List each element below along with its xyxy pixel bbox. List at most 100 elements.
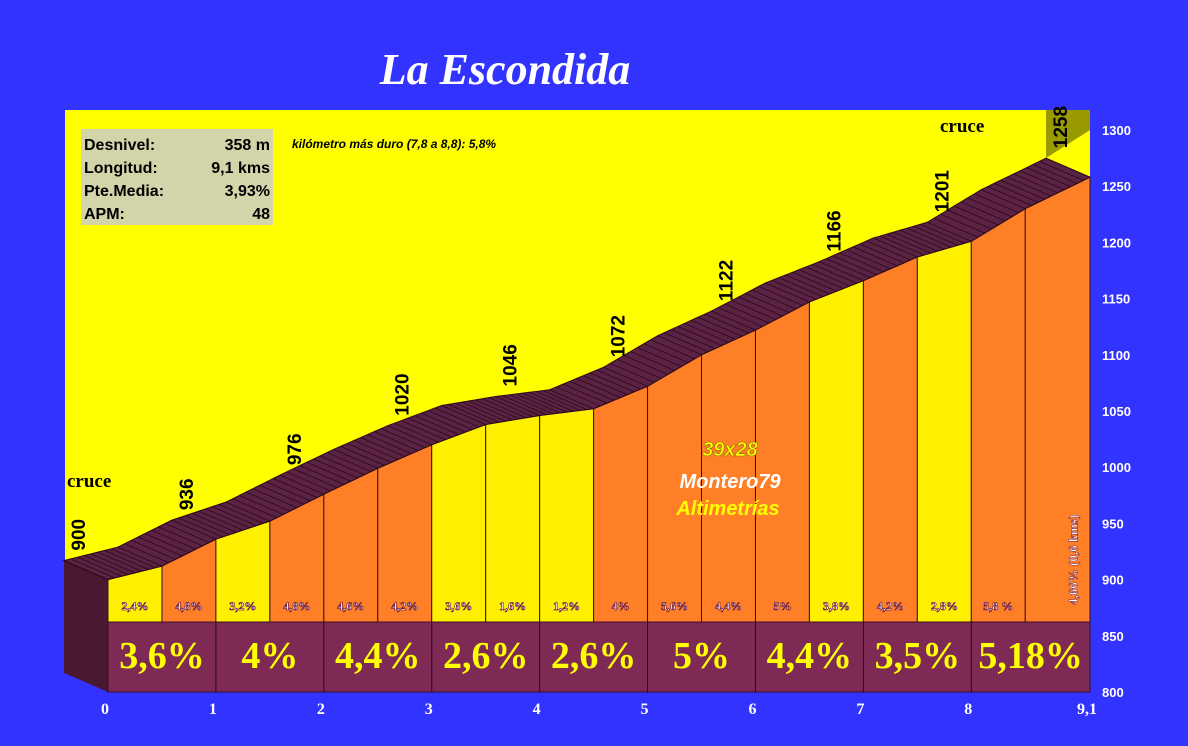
ribbon-stripe xyxy=(906,227,952,248)
ribbon-stripe xyxy=(63,560,109,580)
ribbon-stripe xyxy=(178,517,223,538)
ribbon-stripe xyxy=(940,213,985,234)
ribbon-stripe xyxy=(428,410,473,430)
ribbon-stripe xyxy=(475,399,520,420)
ribbon-stripe xyxy=(205,508,250,529)
ribbon-stripe xyxy=(151,529,196,550)
ribbon-stripe xyxy=(974,193,1019,214)
ribbon-stripe xyxy=(866,240,911,261)
ribbon-stripe xyxy=(549,389,594,410)
ribbon-stripe xyxy=(407,417,453,438)
segment-gradient-label: 4,6% xyxy=(337,599,364,613)
ribbon-stripe xyxy=(846,249,891,270)
ribbon-stripe xyxy=(1006,176,1052,197)
ribbon-stripe xyxy=(212,506,257,527)
ribbon-stripe xyxy=(812,263,857,284)
km-gradient-label: 2,6% xyxy=(443,635,529,677)
ribbon-stripe xyxy=(664,332,709,353)
segment-column xyxy=(808,279,864,623)
y-tick-label: 800 xyxy=(1102,685,1124,700)
watermark-line3: Altimetrías xyxy=(675,498,779,520)
ribbon-stripe xyxy=(340,446,385,466)
ribbon-stripe xyxy=(583,375,628,396)
ribbon-stripe xyxy=(495,396,540,416)
ribbon-stripe xyxy=(576,378,621,398)
stat-value: 48 xyxy=(252,206,270,223)
ribbon-stripe xyxy=(852,246,898,267)
ribbon-stripe xyxy=(313,458,358,479)
ribbon-stripe xyxy=(1032,164,1078,184)
y-tick-label: 1250 xyxy=(1102,179,1131,194)
segment-gradient-label: 2,8% xyxy=(931,599,958,613)
ribbon-stripe xyxy=(84,555,129,575)
ribbon-stripe xyxy=(414,415,459,435)
ribbon-stripe xyxy=(306,461,351,482)
ribbon-stripe xyxy=(488,397,534,417)
ribbon-stripe xyxy=(691,319,736,340)
ribbon-stripe xyxy=(765,282,810,303)
ribbon-stripe xyxy=(232,498,277,519)
segment-gradient-label: 5,8 % xyxy=(983,599,1013,613)
ribbon-stripe xyxy=(353,440,399,460)
ribbon-stripe xyxy=(981,189,1026,210)
ribbon-stripe xyxy=(987,186,1032,206)
ribbon-stripe xyxy=(535,391,581,411)
ribbon-stripe xyxy=(772,279,817,300)
stat-label: Pte.Media: xyxy=(84,183,164,200)
ribbon-stripe xyxy=(778,277,824,298)
chart-title: La Escondida xyxy=(379,45,631,94)
ribbon-stripe xyxy=(913,225,958,246)
segment-gradient-label: 2,4% xyxy=(121,599,148,613)
ribbon-stripe xyxy=(1026,167,1071,188)
ribbon-stripe xyxy=(104,550,149,570)
ribbon-stripe xyxy=(569,380,614,401)
ribbon-stripe xyxy=(738,296,783,317)
ribbon-stripe xyxy=(920,223,965,244)
ribbon-stripe xyxy=(165,523,210,543)
ribbon-stripe xyxy=(138,536,183,557)
x-tick-label: 4 xyxy=(533,701,541,718)
ribbon-stripe xyxy=(731,300,776,320)
ribbon-stripe xyxy=(832,255,878,276)
segment-gradient-label: 3,2% xyxy=(229,599,256,613)
km-elevation-label: 1020 xyxy=(393,373,414,415)
left-side-face xyxy=(64,560,108,692)
x-tick-label: 1 xyxy=(209,701,217,718)
km-gradient-label: 4% xyxy=(241,635,298,677)
start-annotation: cruce xyxy=(67,471,111,492)
ribbon-stripe xyxy=(218,504,264,524)
y-tick-label: 1100 xyxy=(1102,348,1130,363)
km-elevation-label: 976 xyxy=(285,433,306,465)
ribbon-stripe xyxy=(455,402,500,423)
segment-column xyxy=(754,301,810,623)
ribbon-stripe xyxy=(434,407,480,428)
segment-column xyxy=(539,408,595,623)
ribbon-stripe xyxy=(502,395,547,416)
ribbon-stripe xyxy=(630,351,675,371)
ribbon-stripe xyxy=(1000,179,1045,200)
km-elevation-label: 1046 xyxy=(501,344,522,386)
y-tick-label: 950 xyxy=(1102,516,1124,531)
ribbon-stripe xyxy=(515,393,561,414)
ribbon-stripe xyxy=(1013,173,1058,194)
ribbon-stripe xyxy=(360,437,405,457)
km-gradient-label: 3,6% xyxy=(119,635,205,677)
ribbon-stripe xyxy=(198,510,244,531)
ribbon-stripe xyxy=(279,474,324,495)
segment-column xyxy=(431,423,487,623)
stat-label: APM: xyxy=(84,206,125,223)
segment-column xyxy=(593,385,649,623)
ribbon-stripe xyxy=(77,556,122,577)
ribbon-stripe xyxy=(900,229,945,250)
ribbon-stripe xyxy=(805,266,851,287)
x-tick-label: 0 xyxy=(101,701,109,718)
ribbon-stripe xyxy=(562,383,608,404)
stat-label: Desnivel: xyxy=(84,137,155,154)
ribbon-stripe xyxy=(252,488,298,509)
segment-gradient-label: 4,8% xyxy=(283,599,310,613)
ribbon-stripe xyxy=(751,289,797,310)
stat-label: Longitud: xyxy=(84,160,158,177)
ribbon-stripe xyxy=(603,366,648,387)
km-elevation-label: 1201 xyxy=(932,170,953,213)
km-elevation-label: 936 xyxy=(177,478,198,510)
